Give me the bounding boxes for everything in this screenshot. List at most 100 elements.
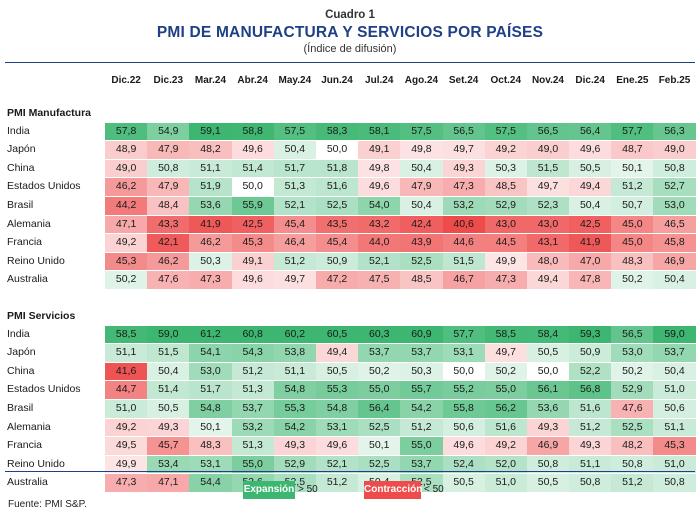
pmi-value-cell: 53,7	[400, 343, 443, 363]
pmi-value-cell: 49,8	[358, 159, 401, 179]
pmi-value-cell: 50,7	[611, 196, 654, 216]
country-label: Brasil	[5, 196, 105, 216]
pmi-value-cell: 51,4	[231, 159, 274, 179]
pmi-value-cell: 48,2	[611, 436, 654, 456]
pmi-value-cell: 47,3	[442, 177, 485, 197]
pmi-value-cell: 53,8	[273, 343, 316, 363]
pmi-value-cell: 50,3	[189, 252, 232, 272]
pmi-value-cell: 45,8	[653, 233, 696, 253]
section-header-row: PMI Servicios	[5, 308, 696, 326]
pmi-value-cell: 50,2	[358, 362, 401, 382]
table-row: India 57,8 54,9 59,1 58,8 57,5 58,3 58,1 57,5 56,…	[5, 122, 696, 142]
pmi-value-cell: 51,0	[484, 473, 527, 493]
section-header-row: PMI Manufactura	[5, 105, 696, 123]
legend-contraction-swatch: Contracción	[364, 481, 422, 499]
pmi-value-cell: 48,3	[611, 252, 654, 272]
pmi-value-cell: 45,3	[105, 252, 148, 272]
pmi-value-cell: 51,1	[653, 418, 696, 438]
column-header: Dic.24	[575, 75, 605, 87]
pmi-value-cell: 58,3	[315, 122, 359, 142]
page-subtitle: (Índice de difusión)	[303, 43, 397, 55]
pmi-value-cell: 58,1	[358, 122, 401, 142]
pmi-value-cell: 53,0	[189, 362, 232, 382]
pmi-value-cell: 50,4	[147, 362, 190, 382]
pmi-value-cell: 53,7	[400, 455, 443, 475]
pmi-value-cell: 51,6	[484, 418, 527, 438]
pmi-value-cell: 48,5	[484, 177, 527, 197]
pmi-value-cell: 50,1	[189, 418, 232, 438]
country-label: Brasil	[5, 399, 105, 419]
column-header: Oct.24	[490, 75, 522, 87]
pmi-value-cell: 50,0	[442, 362, 485, 382]
column-header: Set.24	[448, 75, 479, 87]
pmi-value-cell: 49,4	[526, 270, 570, 290]
pmi-value-cell: 45,0	[611, 215, 654, 235]
pmi-value-cell: 58,5	[105, 325, 148, 345]
pmi-value-cell: 45,3	[231, 233, 274, 253]
pmi-value-cell: 47,9	[400, 177, 443, 197]
pmi-value-cell: 52,1	[315, 455, 359, 475]
pmi-value-cell: 54,9	[147, 122, 190, 142]
pmi-value-cell: 58,8	[231, 122, 274, 142]
pmi-value-cell: 50,4	[400, 196, 443, 216]
pmi-value-cell: 42,5	[231, 215, 274, 235]
pmi-value-cell: 47,9	[147, 177, 190, 197]
pmi-value-cell: 46,2	[105, 177, 148, 197]
pmi-value-cell: 49,2	[105, 233, 148, 253]
pmi-value-cell: 50,9	[315, 252, 359, 272]
country-label: China	[5, 159, 105, 179]
pmi-value-cell: 55,9	[231, 196, 274, 216]
pmi-value-cell: 44,6	[442, 233, 485, 253]
pmi-value-cell: 49,6	[231, 140, 274, 160]
pmi-value-cell: 51,2	[400, 418, 443, 438]
pmi-value-cell: 47,1	[105, 215, 148, 235]
source-note: Fuente: PMI S&P.	[8, 499, 87, 510]
pmi-value-cell: 51,6	[315, 177, 359, 197]
pmi-value-cell: 51,9	[189, 177, 232, 197]
legend: Expansión > 50 Contracción < 50	[0, 479, 700, 501]
page-title: PMI DE MANUFACTURA Y SERVICIOS POR PAÍSE…	[156, 24, 544, 41]
pmi-value-cell: 49,3	[442, 159, 485, 179]
pmi-value-cell: 47,8	[569, 270, 612, 290]
table-row: Alemania 47,1 43,3 41,9 42,5 45,4 43,5 43,2 42,4…	[5, 215, 696, 235]
table-row: China 41,6 50,4 53,0 51,2 51,1 50,5 50,2 50,3 50,…	[5, 362, 696, 382]
pmi-value-cell: 54,4	[189, 473, 232, 493]
pmi-value-cell: 49,3	[273, 436, 316, 456]
column-header: Jun.24	[321, 75, 353, 87]
pmi-value-cell: 42,5	[569, 215, 612, 235]
pmi-value-cell: 49,2	[484, 140, 527, 160]
pmi-value-cell: 54,2	[400, 399, 443, 419]
pmi-value-cell: 49,3	[526, 418, 570, 438]
pmi-value-cell: 44,7	[105, 380, 148, 400]
pmi-value-cell: 60,2	[273, 325, 316, 345]
table-row: Reino Unido 49,9 53,4 53,1 55,0 52,9 52,1 52,5 5…	[5, 455, 696, 475]
pmi-value-cell: 50,2	[611, 270, 654, 290]
pmi-value-cell: 56,5	[442, 122, 485, 142]
pmi-value-cell: 50,2	[484, 362, 527, 382]
pmi-value-cell: 52,5	[358, 418, 401, 438]
pmi-value-cell: 59,0	[653, 325, 696, 345]
pmi-value-cell: 51,7	[273, 159, 316, 179]
pmi-value-cell: 46,2	[189, 233, 232, 253]
pmi-value-cell: 43,5	[315, 215, 359, 235]
pmi-value-cell: 57,5	[400, 122, 443, 142]
pmi-value-cell: 48,0	[526, 252, 570, 272]
pmi-value-cell: 60,3	[358, 325, 401, 345]
pmi-value-cell: 50,3	[484, 159, 527, 179]
pmi-value-cell: 48,3	[189, 436, 232, 456]
pmi-value-cell: 49,7	[526, 177, 570, 197]
pmi-value-cell: 53,6	[526, 399, 570, 419]
legend-expansion-text: > 50	[298, 484, 318, 495]
spacer-row	[5, 289, 696, 308]
country-label: Australia	[5, 473, 105, 493]
column-header: Dic.22	[111, 75, 141, 87]
pmi-value-cell: 54,8	[315, 399, 359, 419]
pmi-value-cell: 49,6	[231, 270, 274, 290]
pmi-value-cell: 51,5	[147, 343, 190, 363]
pmi-value-cell: 52,1	[358, 252, 401, 272]
pmi-value-cell: 49,0	[526, 140, 570, 160]
pmi-value-cell: 51,0	[653, 380, 696, 400]
pmi-value-cell: 51,3	[231, 380, 274, 400]
pmi-value-cell: 55,2	[442, 380, 485, 400]
pmi-value-cell: 49,7	[273, 270, 316, 290]
